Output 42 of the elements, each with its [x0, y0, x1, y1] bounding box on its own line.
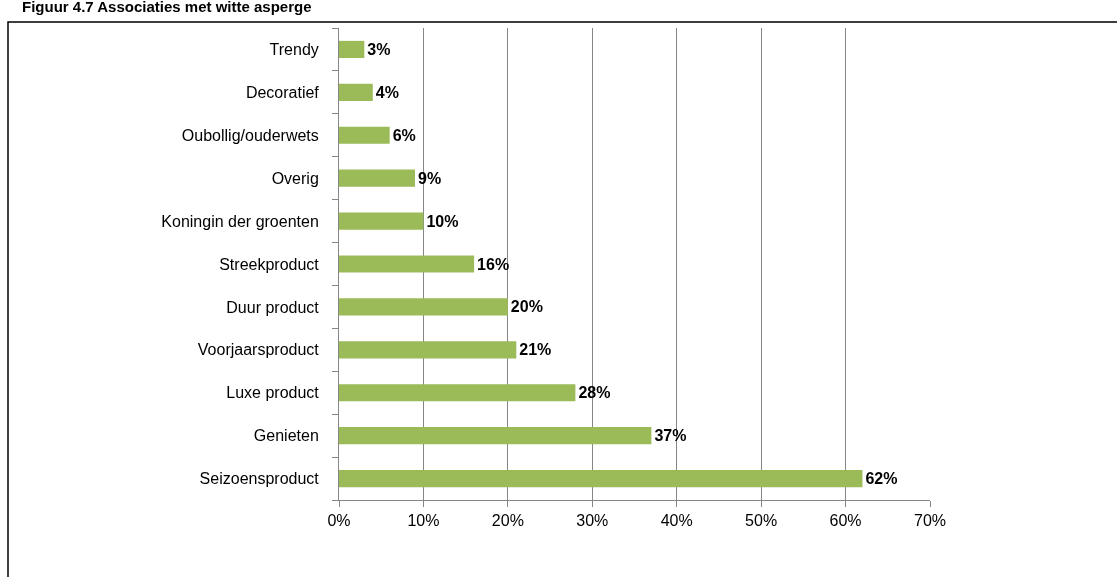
x-tick-label: 70% — [913, 512, 947, 530]
data-label: 21% — [519, 341, 552, 359]
bar — [339, 341, 517, 359]
bar — [339, 255, 475, 273]
y-tick-label: Voorjaarsproduct — [197, 341, 320, 359]
data-label: 4% — [375, 83, 399, 101]
bar — [339, 469, 863, 488]
data-label: 6% — [392, 126, 416, 144]
data-label: 16% — [477, 255, 510, 273]
data-label: 20% — [510, 298, 543, 316]
data-label: 62% — [865, 470, 898, 488]
y-tick-label: Trendy — [269, 41, 319, 59]
bar — [339, 212, 424, 230]
x-tick-label: 40% — [660, 512, 693, 530]
y-tick-label: Koningin der groenten — [161, 212, 319, 230]
bar — [339, 40, 365, 59]
y-tick-label: Luxe product — [226, 384, 320, 402]
data-label: 37% — [654, 427, 687, 445]
data-label: 3% — [367, 40, 391, 58]
x-tick-label: 10% — [407, 512, 440, 530]
y-tick-label: Genieten — [253, 427, 319, 445]
x-tick-label: 30% — [576, 512, 609, 530]
bar — [339, 298, 508, 316]
y-tick-label: Oubollig/ouderwets — [181, 126, 319, 144]
x-tick-label: 50% — [745, 512, 778, 530]
y-tick-label: Overig — [271, 169, 319, 187]
bar — [339, 126, 390, 144]
bar — [339, 384, 576, 402]
data-label: 28% — [578, 384, 611, 402]
y-tick-label: Seizoensproduct — [199, 470, 320, 488]
x-tick-label: 60% — [829, 512, 862, 530]
data-label: 9% — [417, 169, 442, 187]
y-tick-label: Decoratief — [245, 83, 320, 101]
text: Figuur 4.7 Associaties met witte asperge — [22, 0, 312, 15]
x-tick-label: 0% — [327, 512, 351, 530]
x-tick-label: 20% — [491, 512, 524, 530]
bar — [339, 83, 373, 101]
bar — [339, 427, 652, 445]
data-label: 10% — [426, 212, 459, 230]
bar — [339, 169, 415, 187]
y-tick-label: Duur product — [226, 298, 320, 316]
y-tick-label: Streekproduct — [219, 255, 320, 273]
